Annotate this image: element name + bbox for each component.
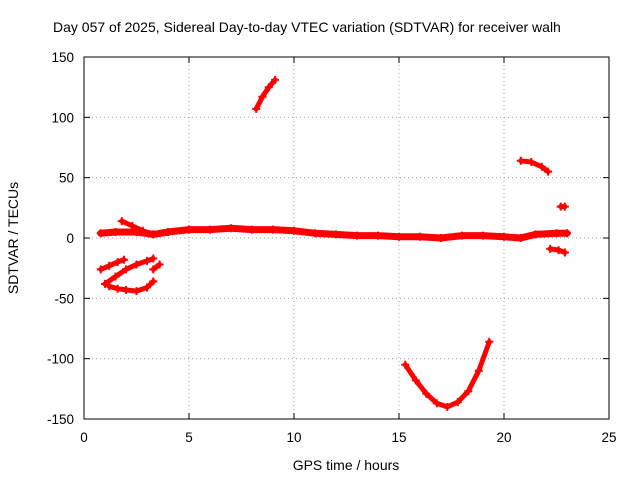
data-point — [149, 254, 158, 263]
data-point — [258, 92, 267, 101]
data-point — [443, 402, 452, 411]
data-point — [411, 376, 420, 385]
data-point — [422, 389, 431, 398]
data-point — [96, 229, 105, 238]
data-point — [527, 158, 536, 166]
data-point — [149, 230, 158, 239]
data-point — [563, 229, 571, 238]
data-point — [105, 282, 114, 291]
data-point — [290, 226, 298, 235]
data-point — [132, 287, 141, 296]
x-tick-label: 15 — [391, 430, 406, 445]
data-point — [206, 225, 214, 234]
data-point — [111, 228, 120, 236]
data-point — [416, 232, 424, 241]
series-arc-high — [253, 77, 278, 112]
data-point — [252, 104, 261, 113]
data-point — [531, 230, 540, 239]
chart-title: Day 057 of 2025, Sidereal Day-to-day VTE… — [53, 19, 561, 35]
data-point — [453, 398, 462, 407]
x-axis: 0 5 10 15 20 25 — [80, 57, 617, 445]
data-point — [485, 337, 494, 346]
series-arc-upper-right — [518, 158, 551, 175]
data-point — [500, 232, 508, 241]
data-point — [401, 360, 410, 369]
y-tick-label: 0 — [66, 231, 74, 246]
y-tick-label: 50 — [59, 171, 74, 186]
data-point — [516, 234, 525, 242]
data-point — [155, 260, 164, 269]
y-tick-label: 100 — [51, 110, 74, 125]
data-point — [149, 277, 158, 286]
data-point — [105, 261, 114, 270]
data-point — [264, 83, 273, 92]
y-tick-label: -150 — [47, 412, 74, 427]
data-point — [248, 225, 256, 234]
data-point — [119, 255, 128, 264]
series-arc-lower-left-1 — [98, 257, 127, 272]
data-point — [128, 221, 137, 230]
data-point — [113, 258, 122, 267]
data-point — [353, 231, 361, 240]
data-point — [101, 279, 109, 288]
data-point — [96, 265, 105, 274]
y-axis-label: SDTVAR / TECUs — [5, 182, 21, 294]
x-tick-label: 10 — [286, 430, 301, 445]
data-point — [516, 156, 525, 165]
data-point — [537, 162, 546, 171]
data-point — [458, 231, 466, 240]
y-tick-label: -50 — [54, 291, 74, 306]
data-point — [432, 399, 441, 408]
x-axis-label: GPS time / hours — [293, 457, 400, 473]
data-point — [560, 202, 569, 211]
data-point — [395, 232, 403, 241]
x-tick-label: 20 — [496, 430, 511, 445]
data-point — [437, 234, 445, 242]
data-point — [113, 284, 122, 293]
data-point — [185, 225, 193, 234]
x-tick-label: 5 — [185, 430, 193, 445]
data-point — [560, 248, 569, 257]
data-point — [143, 283, 151, 292]
data-point — [132, 260, 141, 269]
data-point — [474, 366, 483, 375]
data-point — [552, 229, 561, 238]
data-point — [164, 228, 172, 236]
data-point — [149, 265, 158, 274]
data-series — [96, 75, 571, 411]
data-point — [227, 224, 235, 233]
data-point — [546, 244, 555, 253]
data-point — [479, 231, 487, 240]
x-tick-label: 25 — [601, 430, 616, 445]
y-tick-label: 150 — [51, 50, 74, 65]
data-point — [111, 272, 120, 281]
data-point — [544, 167, 553, 176]
data-point — [117, 217, 126, 226]
series-arc-bottom — [402, 339, 492, 410]
data-point — [332, 230, 340, 239]
data-point — [311, 229, 319, 238]
y-axis: -150 -100 -50 0 50 100 150 — [47, 50, 609, 427]
data-point — [554, 246, 563, 255]
data-point — [271, 75, 280, 84]
series-arc-upper-left — [119, 218, 156, 237]
data-point — [374, 231, 382, 240]
data-point — [138, 226, 147, 235]
x-tick-label: 0 — [80, 430, 88, 445]
series-main-band — [97, 224, 571, 242]
data-point — [269, 225, 277, 234]
data-point — [122, 285, 130, 294]
data-point — [143, 256, 151, 265]
y-tick-label: -100 — [47, 352, 74, 367]
data-point — [122, 265, 130, 274]
data-point — [464, 387, 473, 396]
